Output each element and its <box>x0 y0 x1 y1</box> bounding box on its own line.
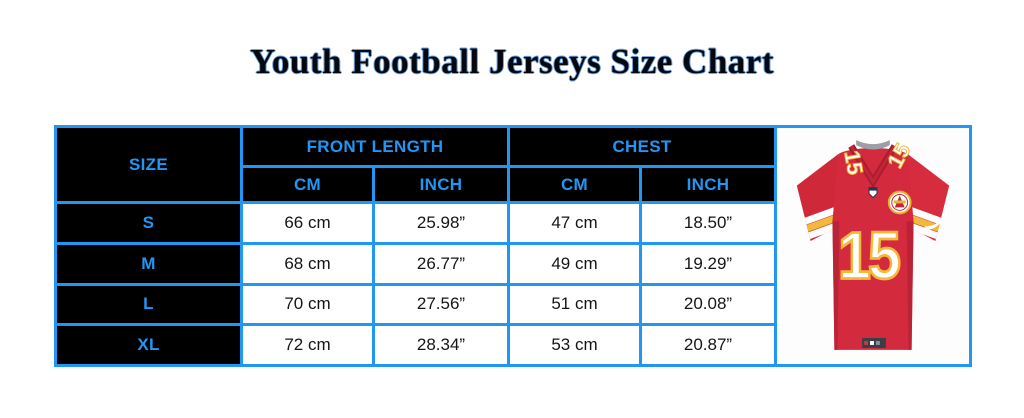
subheader-front-inch: INCH <box>375 168 507 201</box>
chest-cm-value-l: 51 cm <box>510 285 639 324</box>
size-cell-m: M <box>57 244 240 283</box>
chest-inch-value-m: 19.29” <box>642 244 774 283</box>
subheader-chest-inch: INCH <box>642 168 774 201</box>
front-inch-value-s: 25.98” <box>375 204 507 242</box>
size-cell-xl: XL <box>57 326 240 364</box>
chiefs-patch-icon <box>887 190 912 215</box>
nike-swoosh-icon <box>923 217 945 230</box>
size-chart-table: SIZE FRONT LENGTH CHEST CM INCH CM INCH … <box>54 125 972 367</box>
subheader-chest-cm: CM <box>510 168 639 201</box>
size-cell-l: L <box>57 285 240 324</box>
chest-number: 15 <box>838 220 900 294</box>
chest-inch-value-l: 20.08” <box>642 285 774 324</box>
header-chest: CHEST <box>510 128 774 165</box>
header-front-length: FRONT LENGTH <box>243 128 507 165</box>
jersey-collar-inner <box>849 145 897 185</box>
jersey-photo-cell: 15 15 15 <box>777 128 969 364</box>
page-title: Youth Football Jerseys Size Chart <box>250 42 774 81</box>
front-cm-value-l: 70 cm <box>243 285 372 324</box>
jersey-image: 15 15 15 <box>796 139 950 350</box>
chest-inch-value-xl: 20.87” <box>642 326 774 364</box>
chest-inch-value-s: 18.50” <box>642 204 774 242</box>
left-mesh-panel <box>832 221 840 350</box>
subheader-front-cm: CM <box>243 168 372 201</box>
jersey-inner-collar <box>856 140 890 150</box>
front-inch-value-l: 27.56” <box>375 285 507 324</box>
size-cell-s: S <box>57 204 240 242</box>
shoulder-number-left: 15 <box>839 149 868 177</box>
front-inch-value-m: 26.77” <box>375 244 507 283</box>
right-mesh-panel <box>906 221 914 350</box>
chest-cm-value-s: 47 cm <box>510 204 639 242</box>
jock-tag <box>862 338 886 348</box>
front-cm-value-xl: 72 cm <box>243 326 372 364</box>
chest-cm-value-xl: 53 cm <box>510 326 639 364</box>
front-cm-value-m: 68 cm <box>243 244 372 283</box>
chest-cm-value-m: 49 cm <box>510 244 639 283</box>
nfl-shield-icon <box>868 187 878 199</box>
front-cm-value-s: 66 cm <box>243 204 372 242</box>
header-size: SIZE <box>57 128 240 201</box>
front-inch-value-xl: 28.34” <box>375 326 507 364</box>
